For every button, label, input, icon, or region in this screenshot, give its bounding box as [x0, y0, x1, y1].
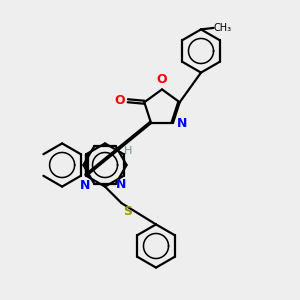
Text: N: N: [176, 116, 187, 130]
Text: H: H: [124, 146, 133, 156]
Text: N: N: [116, 178, 127, 191]
Text: N: N: [80, 179, 91, 192]
Text: S: S: [123, 205, 132, 218]
Text: O: O: [157, 73, 167, 86]
Text: CH₃: CH₃: [214, 23, 232, 33]
Text: O: O: [115, 94, 125, 107]
